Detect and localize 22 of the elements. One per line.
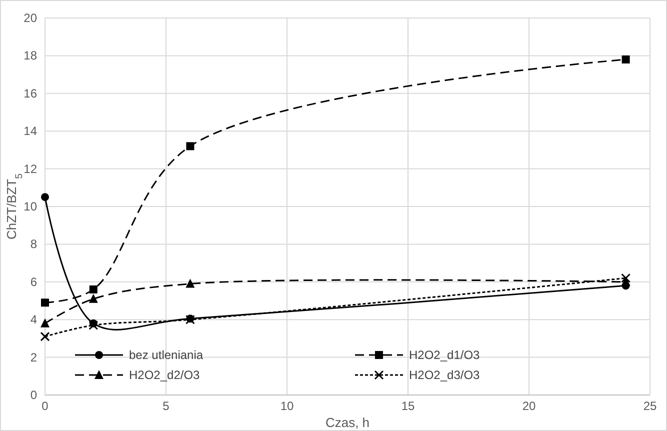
y-tick-label: 18 — [24, 48, 38, 63]
y-tick-label: 16 — [24, 86, 38, 100]
y-tick-label: 6 — [30, 274, 38, 289]
y-tick-label: 20 — [24, 11, 38, 25]
x-tick-label: 20 — [522, 399, 536, 413]
legend-label: bez utleniania — [129, 348, 204, 362]
x-tick-label: 25 — [643, 399, 657, 413]
y-tick-label: 2 — [30, 350, 38, 364]
legend-label: H2O2_d1/O3 — [409, 348, 480, 362]
x-axis-title: Czas, h — [325, 415, 370, 430]
legend-label: H2O2_d2/O3 — [129, 368, 200, 382]
y-tick-label: 12 — [24, 162, 38, 176]
x-tick-label: 10 — [280, 399, 294, 413]
x-tick-label: 0 — [42, 399, 49, 413]
y-tick-label: 10 — [24, 200, 38, 214]
y-tick-label: 14 — [24, 124, 38, 138]
x-tick-label: 15 — [401, 399, 415, 413]
y-tick-label: 4 — [30, 312, 38, 327]
y-tick-label: 8 — [30, 237, 38, 252]
legend-label: H2O2_d3/O3 — [409, 368, 480, 382]
y-tick-label: 0 — [30, 388, 38, 402]
x-tick-label: 5 — [162, 399, 170, 413]
